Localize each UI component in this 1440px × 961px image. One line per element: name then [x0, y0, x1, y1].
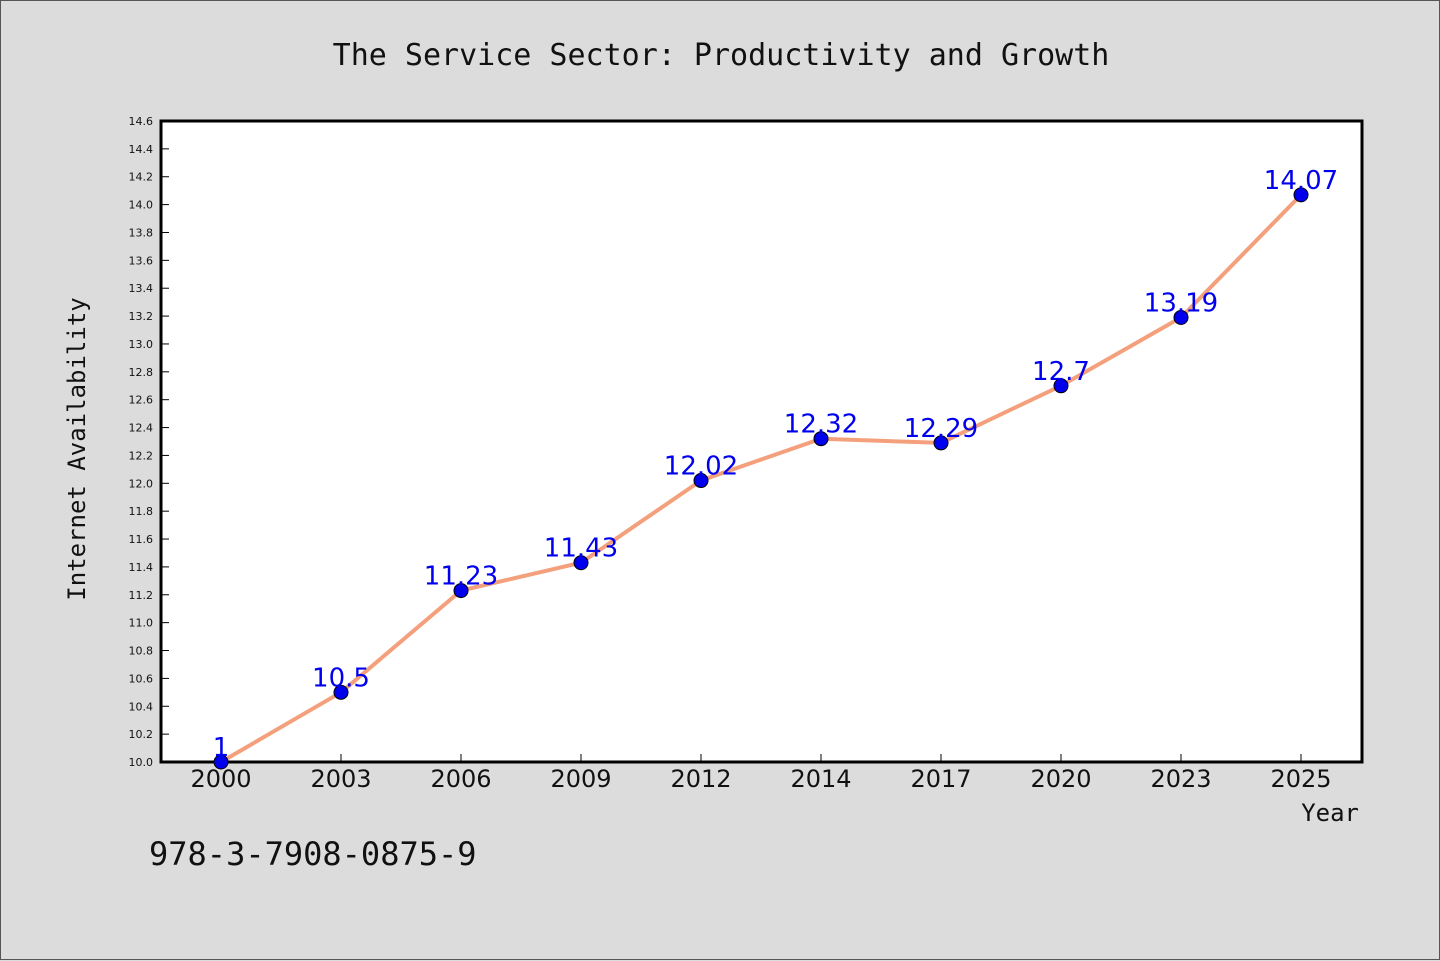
plot-area [159, 119, 1364, 764]
x-tick-label: 2012 [670, 765, 731, 793]
x-tick-label: 2017 [910, 765, 971, 793]
data-label: 1 [213, 733, 230, 763]
data-point [333, 684, 349, 700]
y-tick-label: 12.4 [129, 422, 154, 435]
data-point [693, 473, 709, 489]
y-tick-label: 10.8 [129, 645, 154, 658]
chart-title: The Service Sector: Productivity and Gro… [333, 38, 1110, 73]
y-tick-label: 13.4 [129, 282, 154, 295]
x-axis-title: Year [1301, 799, 1359, 827]
x-tick-label: 2009 [550, 765, 611, 793]
x-tick-label: 2000 [190, 765, 251, 793]
data-point [453, 583, 469, 599]
data-label: 12.32 [784, 410, 858, 440]
y-tick-label: 12.6 [129, 394, 154, 407]
series-group: 1 10.5 11.23 11.43 12.02 12.32 12.29 12.7 13.19 1… [213, 166, 1338, 770]
y-tick-label: 12.0 [129, 477, 154, 490]
y-tick-label: 14.2 [129, 171, 154, 184]
data-label: 14.07 [1264, 166, 1338, 196]
data-label: 11.43 [544, 534, 618, 564]
y-tick-label: 11.4 [129, 561, 154, 574]
data-label: 13.19 [1144, 288, 1218, 318]
data-point [933, 435, 949, 451]
y-tick-label: 14.0 [129, 199, 154, 212]
y-axis-title: Internet Availability [63, 297, 91, 600]
y-tick-label: 14.4 [129, 143, 154, 156]
y-axis: 10.0 10.2 10.4 10.6 10.8 11.0 11.2 11.4 11.6 11.8… [129, 115, 169, 769]
x-tick-label: 2025 [1270, 765, 1331, 793]
data-point [213, 754, 229, 770]
y-tick-label: 14.6 [129, 115, 154, 128]
data-label: 12.02 [664, 452, 738, 482]
y-tick-label: 10.2 [129, 728, 154, 741]
y-tick-label: 10.6 [129, 672, 154, 685]
x-tick-label: 2003 [310, 765, 371, 793]
y-tick-label: 10.4 [129, 700, 154, 713]
data-point [573, 555, 589, 571]
data-label: 12.7 [1032, 357, 1090, 387]
series-line [219, 193, 1303, 764]
x-tick-label: 2006 [430, 765, 491, 793]
data-label: 11.23 [424, 562, 498, 592]
data-point [1293, 187, 1309, 203]
y-tick-label: 10.0 [129, 756, 154, 769]
y-tick-label: 13.2 [129, 310, 154, 323]
data-point [813, 431, 829, 447]
data-label: 10.5 [312, 663, 370, 693]
y-tick-label: 11.2 [129, 589, 154, 602]
x-tick-label: 2023 [1150, 765, 1211, 793]
x-axis: 2000 2003 2006 2009 2012 2014 2017 2020 2023 2025 [190, 754, 1332, 793]
x-tick-label: 2014 [790, 765, 851, 793]
footnote-isbn: 978-3-7908-0875-9 [149, 835, 477, 873]
data-label: 12.29 [904, 414, 978, 444]
x-tick-label: 2020 [1030, 765, 1091, 793]
y-tick-label: 11.0 [129, 617, 154, 630]
data-point [1173, 309, 1189, 325]
y-tick-label: 12.8 [129, 366, 154, 379]
y-tick-label: 13.0 [129, 338, 154, 351]
y-tick-label: 12.2 [129, 449, 154, 462]
y-tick-label: 13.6 [129, 254, 154, 267]
data-point [1053, 378, 1069, 394]
y-tick-label: 11.6 [129, 533, 154, 546]
y-tick-label: 13.8 [129, 226, 154, 239]
y-tick-label: 11.8 [129, 505, 154, 518]
